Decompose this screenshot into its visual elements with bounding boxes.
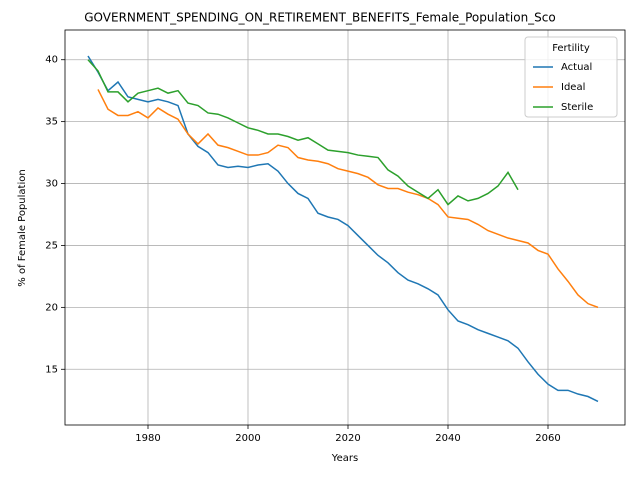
legend-label: Actual: [561, 62, 592, 73]
x-tick-label: 2000: [235, 433, 260, 444]
x-axis-label: Years: [331, 453, 358, 464]
chart-title: GOVERNMENT_SPENDING_ON_RETIREMENT_BENEFI…: [84, 11, 555, 25]
legend-label: Ideal: [561, 82, 585, 93]
x-tick-label: 2020: [335, 433, 360, 444]
y-tick-label: 30: [45, 179, 58, 190]
y-axis-label: % of Female Population: [17, 169, 28, 286]
y-tick-label: 35: [45, 117, 58, 128]
line-series: [87, 59, 519, 206]
y-tick-label: 25: [45, 240, 58, 251]
line-series: [87, 55, 599, 403]
y-tick-label: 15: [45, 364, 58, 375]
y-tick-label: 40: [45, 55, 58, 66]
y-tick-label: 20: [45, 302, 58, 313]
line-series: [97, 89, 599, 309]
legend-title: Fertility: [552, 43, 590, 54]
x-tick-label: 2040: [435, 433, 460, 444]
legend-label: Sterile: [561, 102, 593, 113]
legend-box: [524, 36, 618, 118]
x-tick-label: 1980: [135, 433, 160, 444]
x-tick-label: 2060: [535, 433, 560, 444]
plot-frame: [64, 29, 626, 426]
